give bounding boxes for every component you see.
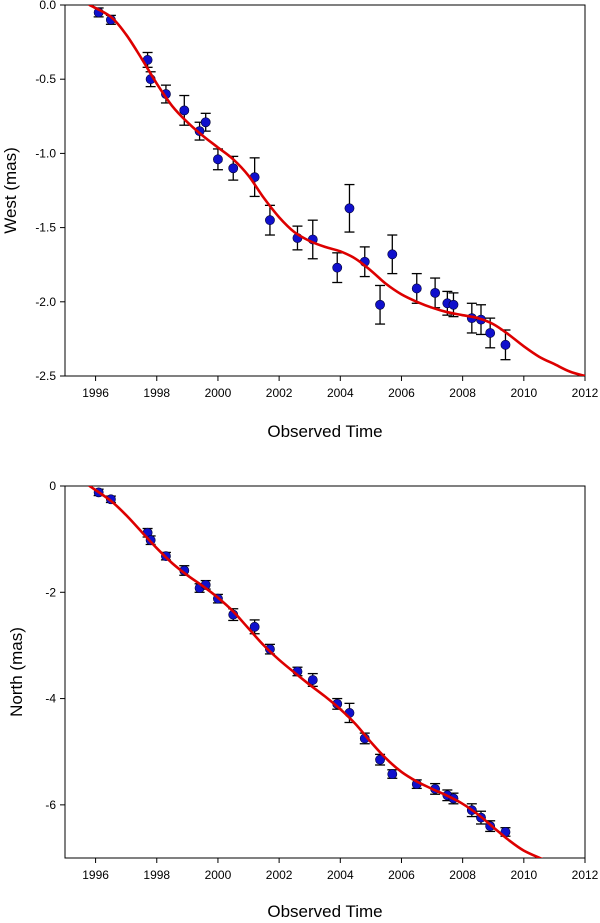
north-x-axis-label: Observed Time [267, 902, 382, 918]
north-plot-area [88, 486, 543, 858]
west-x-tick-label: 2004 [327, 386, 354, 400]
west-fit-curve [88, 5, 585, 376]
north-data-point [307, 675, 318, 685]
west-y-tick-label: -1.5 [35, 221, 56, 235]
north-y-axis-label: North (mas) [7, 627, 26, 717]
north-y-tick-label: -2 [45, 585, 56, 599]
north-fit-curve [88, 486, 543, 858]
west-x-tick-label: 2000 [205, 386, 232, 400]
west-data-point [375, 299, 385, 310]
west-y-tick-label: -2.0 [35, 295, 56, 309]
north-y-tick-label: 0 [49, 479, 56, 493]
west-data-point [228, 163, 239, 174]
west-data-point [500, 339, 511, 350]
north-chart: 1996 1998 2000 2002 2004 2006 2008 2010 2012 0 -2 -… [7, 479, 599, 921]
west-data-point [430, 287, 441, 298]
west-x-tick-label: 2010 [510, 386, 537, 400]
west-y-tick-label: -2.5 [35, 369, 56, 383]
west-data-point [387, 249, 398, 260]
west-data-point [200, 117, 211, 128]
west-data-point [265, 215, 275, 226]
north-x-tick-label: 1998 [143, 868, 170, 882]
north-x-tick-label: 2004 [327, 868, 354, 882]
west-x-tick-label: 1998 [143, 386, 170, 400]
west-plot-area [88, 5, 585, 376]
west-y-tick-label: -1.0 [35, 146, 56, 160]
north-y-tick-label: -6 [45, 798, 56, 812]
north-plot-frame [64, 485, 586, 859]
west-data-point [344, 203, 355, 214]
west-x-tick-label: 2008 [449, 386, 476, 400]
north-data-point [249, 621, 260, 632]
west-data-point [332, 262, 343, 273]
west-data-point [411, 283, 422, 294]
north-x-tick-label: 2002 [266, 868, 293, 882]
west-x-tick-label: 2006 [388, 386, 415, 400]
north-x-tick-label: 1996 [82, 868, 109, 882]
north-data-point [387, 769, 398, 779]
west-y-axis-label: West (mas) [1, 147, 20, 234]
west-data-point [179, 105, 190, 116]
north-data-point [375, 754, 385, 765]
west-x-tick-label: 2012 [572, 386, 599, 400]
west-data-point [213, 154, 223, 165]
west-plot-frame [64, 4, 586, 377]
west-data-point [485, 328, 496, 338]
north-x-tick-label: 2008 [449, 868, 476, 882]
north-data-point [265, 644, 275, 655]
north-x-tick-label: 2000 [205, 868, 232, 882]
west-x-axis-label: Observed Time [267, 422, 382, 441]
north-x-tick-label: 2006 [388, 868, 415, 882]
west-x-tick-label: 2002 [266, 386, 293, 400]
west-x-tick-label: 1996 [82, 386, 109, 400]
west-chart: 1996 1998 2000 2002 2004 2006 2008 2010 2012 0.0 -… [1, 0, 599, 441]
north-x-tick-label: 2012 [572, 868, 599, 882]
west-y-tick-label: 0.0 [39, 0, 56, 12]
west-data-point [448, 299, 459, 310]
north-y-tick-label: -4 [45, 692, 56, 706]
west-y-tick-label: -0.5 [35, 72, 56, 86]
north-x-tick-label: 2010 [510, 868, 537, 882]
